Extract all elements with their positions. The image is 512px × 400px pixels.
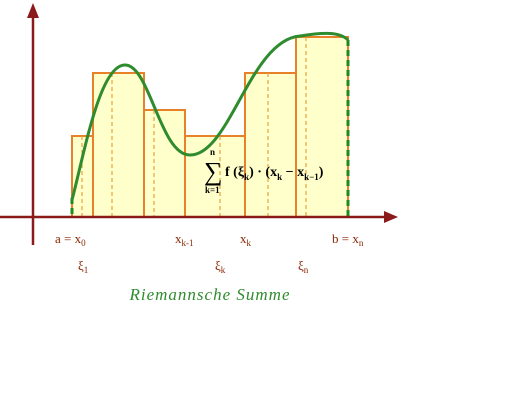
- caption: Riemannsche Summe: [129, 285, 291, 304]
- formula-sub: k: [244, 172, 249, 182]
- curve: [70, 31, 350, 201]
- label-sub: k: [221, 265, 226, 275]
- label-text: x: [240, 231, 247, 246]
- formula-text: − x: [282, 165, 304, 180]
- x-axis-arrow: [384, 211, 398, 223]
- formula-sub: k: [277, 172, 282, 182]
- rectangle: [71, 135, 94, 218]
- axis-label: xk-1: [175, 231, 194, 248]
- formula-text: f (ξ: [225, 165, 245, 180]
- sum-sign: ∑: [204, 157, 223, 186]
- label-sub: k: [247, 238, 252, 248]
- formula-text: ) · (x: [249, 165, 277, 180]
- sample-label: ξ1: [78, 258, 88, 275]
- label-sub: n: [304, 265, 309, 275]
- label-text: x: [175, 231, 182, 246]
- sample-label: ξn: [298, 258, 309, 275]
- label-text: a = x: [55, 231, 82, 246]
- sample-lines: [81, 37, 307, 217]
- formula-sub: k−1: [304, 172, 319, 182]
- y-axis-arrow: [27, 3, 39, 18]
- formula: ∑ n k=1 f (ξk) · (xk − xk−1): [204, 147, 324, 195]
- label-sub: n: [359, 238, 364, 248]
- label-sub: 1: [84, 265, 89, 275]
- label-text: ξ: [78, 258, 84, 273]
- label-text: ξ: [215, 258, 221, 273]
- rectangle: [295, 36, 349, 218]
- label-sub: k-1: [182, 238, 194, 248]
- formula-body: f (ξk) · (xk − xk−1): [225, 165, 324, 182]
- axis-label: xk: [240, 231, 252, 248]
- label-text: ξ: [298, 258, 304, 273]
- rectangle: [244, 72, 297, 218]
- label-text: b = x: [332, 231, 359, 246]
- formula-text: ): [319, 165, 324, 180]
- axis-label: a = x0: [55, 231, 86, 248]
- sample-label: ξk: [215, 258, 226, 275]
- rectangles: [71, 36, 349, 218]
- rectangle: [143, 109, 186, 218]
- label-sub: 0: [81, 238, 86, 248]
- sum-upper: n: [210, 147, 215, 157]
- axis-label: b = xn: [332, 231, 364, 248]
- sum-lower: k=1: [205, 185, 220, 195]
